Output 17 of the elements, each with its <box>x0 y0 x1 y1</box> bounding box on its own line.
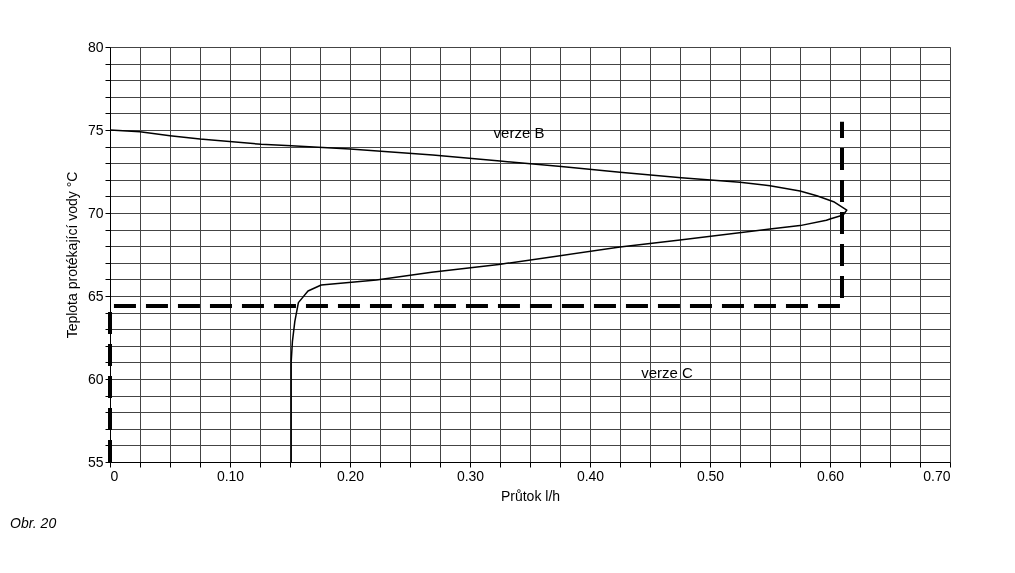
x-tick-label: 0.70 <box>923 467 951 484</box>
x-tick-label: 0.40 <box>576 467 605 484</box>
x-tick-label: 0.10 <box>216 467 245 484</box>
y-tick-label: 70 <box>87 204 104 221</box>
y-tick-label: 55 <box>87 453 104 470</box>
y-tick-label: 60 <box>87 370 104 387</box>
x-tick-label: 0.20 <box>336 467 365 484</box>
y-tick-label: 75 <box>87 121 104 138</box>
x-tick-label: 0 <box>110 467 119 484</box>
x-tick-label: 0.50 <box>696 467 725 484</box>
x-axis-title: Průtok l/h <box>500 487 561 504</box>
x-tick-label: 0.30 <box>456 467 485 484</box>
y-axis-title: Teplota protékající vody °C <box>63 171 80 339</box>
x-tick-label: 0.60 <box>816 467 845 484</box>
text: Obr. 20 <box>10 515 57 531</box>
y-tick-label: 65 <box>87 287 104 304</box>
y-tick-label: 80 <box>87 38 104 55</box>
